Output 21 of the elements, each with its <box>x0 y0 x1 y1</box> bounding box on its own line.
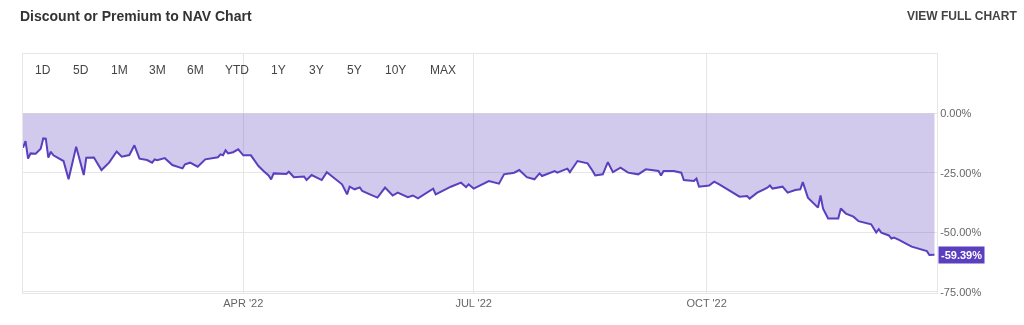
y-tick-label: -75.00% <box>940 285 982 298</box>
annotation: 1Y <box>271 63 286 77</box>
text: VIEW FULL CHART <box>907 9 1018 23</box>
annotation: 3Y <box>309 63 324 77</box>
y-tick-label: -25.00% <box>940 166 982 179</box>
annotation: MAX <box>430 63 457 77</box>
annotation: -59.39% <box>941 249 983 261</box>
chart-title: Discount or Premium to NAV Chart <box>20 8 252 24</box>
annotation: 1D <box>35 63 51 77</box>
annotation: YTD <box>225 63 250 77</box>
annotation: 6M <box>187 63 204 77</box>
annotation: 10Y <box>385 63 407 77</box>
annotation: 5D <box>73 63 89 77</box>
annotation: 3M <box>149 63 166 77</box>
x-tick-label: APR '22 <box>223 297 264 310</box>
x-tick-label: JUL '22 <box>455 297 492 310</box>
annotation: 5Y <box>347 63 362 77</box>
annotation: 1M <box>111 63 128 77</box>
x-tick-label: OCT '22 <box>686 297 727 310</box>
y-tick-label: 0.00% <box>940 107 972 120</box>
y-tick-label: -50.00% <box>940 226 982 239</box>
